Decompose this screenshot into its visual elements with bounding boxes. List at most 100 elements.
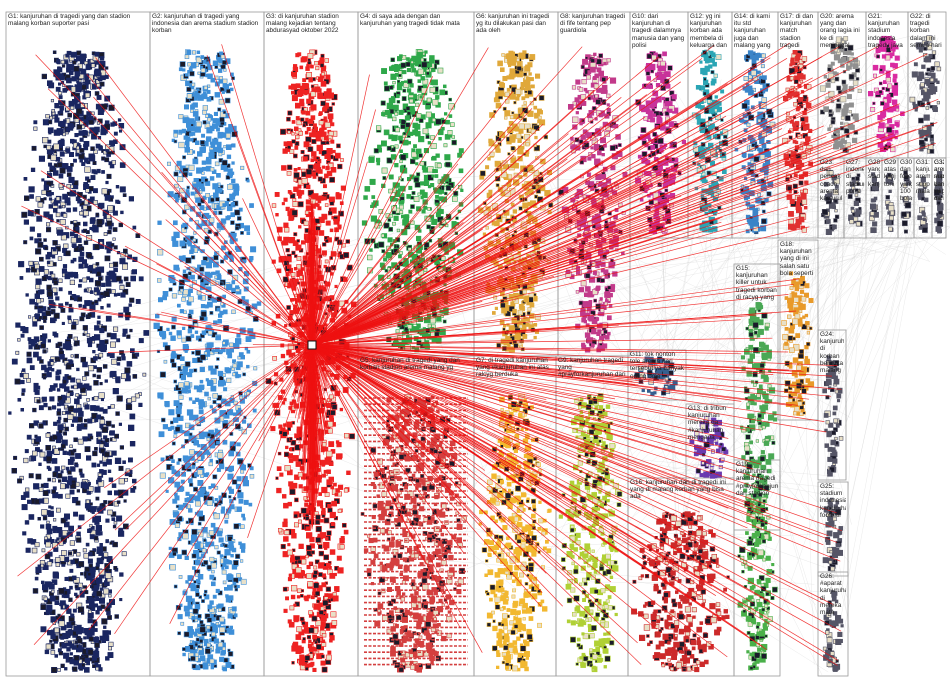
- node-g2: [240, 578, 247, 585]
- node-g1: [78, 279, 82, 283]
- node-g2: [188, 172, 193, 177]
- node-g2: [196, 121, 202, 128]
- node-g1: [64, 404, 68, 409]
- node-g3: [301, 56, 308, 62]
- node-g1: [51, 489, 56, 495]
- node-g1: [118, 465, 124, 471]
- node-g3: [311, 615, 318, 622]
- node-g1: [40, 580, 45, 585]
- node-g3: [316, 144, 323, 152]
- node-g2: [178, 575, 183, 579]
- node-g1: [85, 188, 90, 193]
- node-g1: [115, 275, 122, 282]
- node-g1: [80, 572, 84, 576]
- node-g1: [53, 333, 59, 338]
- node-g2: [197, 71, 201, 75]
- node-g1: [25, 267, 31, 273]
- node-g2: [172, 498, 178, 504]
- node-g4: [396, 79, 401, 83]
- background-edge: [822, 110, 845, 569]
- node-g2: [201, 133, 205, 138]
- node-g1: [34, 542, 40, 548]
- node-g1: [124, 477, 128, 482]
- node-g3: [293, 178, 298, 182]
- node-g1: [94, 405, 100, 412]
- node-g1: [112, 210, 118, 216]
- node-g1: [42, 137, 49, 144]
- node-g1: [129, 413, 136, 420]
- node-g3: [270, 426, 276, 432]
- node-g3: [300, 117, 305, 122]
- node-g3: [301, 662, 306, 666]
- node-g3: [293, 153, 298, 159]
- node-g1: [90, 175, 96, 180]
- node-g2: [217, 107, 222, 112]
- node-g2: [199, 620, 204, 625]
- node-g1: [104, 442, 109, 448]
- node-g2: [220, 465, 225, 470]
- node-g2: [220, 543, 224, 547]
- node-g2: [171, 236, 177, 241]
- node-g1: [69, 568, 74, 573]
- node-g1: [55, 212, 61, 218]
- node-g1: [49, 317, 56, 324]
- node-g2: [173, 220, 178, 226]
- node-g1: [96, 374, 101, 379]
- node-g3: [307, 52, 314, 59]
- node-g1: [57, 162, 63, 168]
- background-edge: [664, 238, 912, 586]
- node-g3: [312, 131, 319, 137]
- node-g2: [219, 616, 225, 623]
- node-g3: [290, 90, 295, 95]
- node-g3: [280, 128, 287, 135]
- node-g2: [223, 543, 228, 548]
- node-g3: [320, 72, 325, 77]
- node-g1: [84, 484, 90, 490]
- node-g1: [13, 455, 18, 460]
- node-g2: [220, 650, 226, 656]
- node-g1: [29, 298, 36, 305]
- node-g2: [179, 288, 184, 293]
- node-g3: [310, 64, 314, 69]
- node-g1: [79, 251, 85, 257]
- node-g3: [272, 355, 277, 361]
- node-g1: [23, 195, 30, 201]
- node-g1: [75, 226, 80, 231]
- node-g2: [209, 176, 215, 181]
- node-g2: [212, 399, 217, 404]
- node-g1: [97, 436, 102, 441]
- node-g2: [186, 93, 193, 99]
- node-g1: [111, 424, 115, 428]
- node-g2: [236, 442, 241, 447]
- node-g1: [31, 450, 38, 457]
- node-g4: [409, 158, 416, 165]
- node-g2: [172, 551, 177, 557]
- node-g3: [308, 561, 313, 566]
- node-g1: [94, 519, 100, 525]
- node-g2: [191, 103, 196, 108]
- node-g2: [235, 373, 240, 379]
- node-g1: [72, 294, 77, 299]
- node-g2: [158, 297, 164, 303]
- node-g1: [57, 479, 62, 483]
- node-g1: [44, 649, 50, 655]
- node-g3: [283, 451, 290, 458]
- node-g1: [66, 480, 72, 486]
- node-g1: [118, 478, 125, 485]
- node-g1: [83, 288, 88, 293]
- node-g2: [216, 467, 221, 472]
- background-edge: [661, 157, 950, 171]
- node-g2: [224, 97, 231, 104]
- node-g2: [197, 456, 202, 461]
- node-g3: [340, 158, 344, 162]
- node-g1: [76, 145, 80, 150]
- node-g4: [399, 83, 404, 87]
- node-g3: [314, 60, 319, 66]
- node-g4: [399, 140, 404, 144]
- node-g1: [21, 388, 26, 393]
- node-g1: [45, 222, 51, 227]
- node-g1: [110, 333, 117, 340]
- node-g4: [415, 130, 421, 137]
- node-g3: [325, 74, 331, 80]
- node-g2: [214, 161, 220, 167]
